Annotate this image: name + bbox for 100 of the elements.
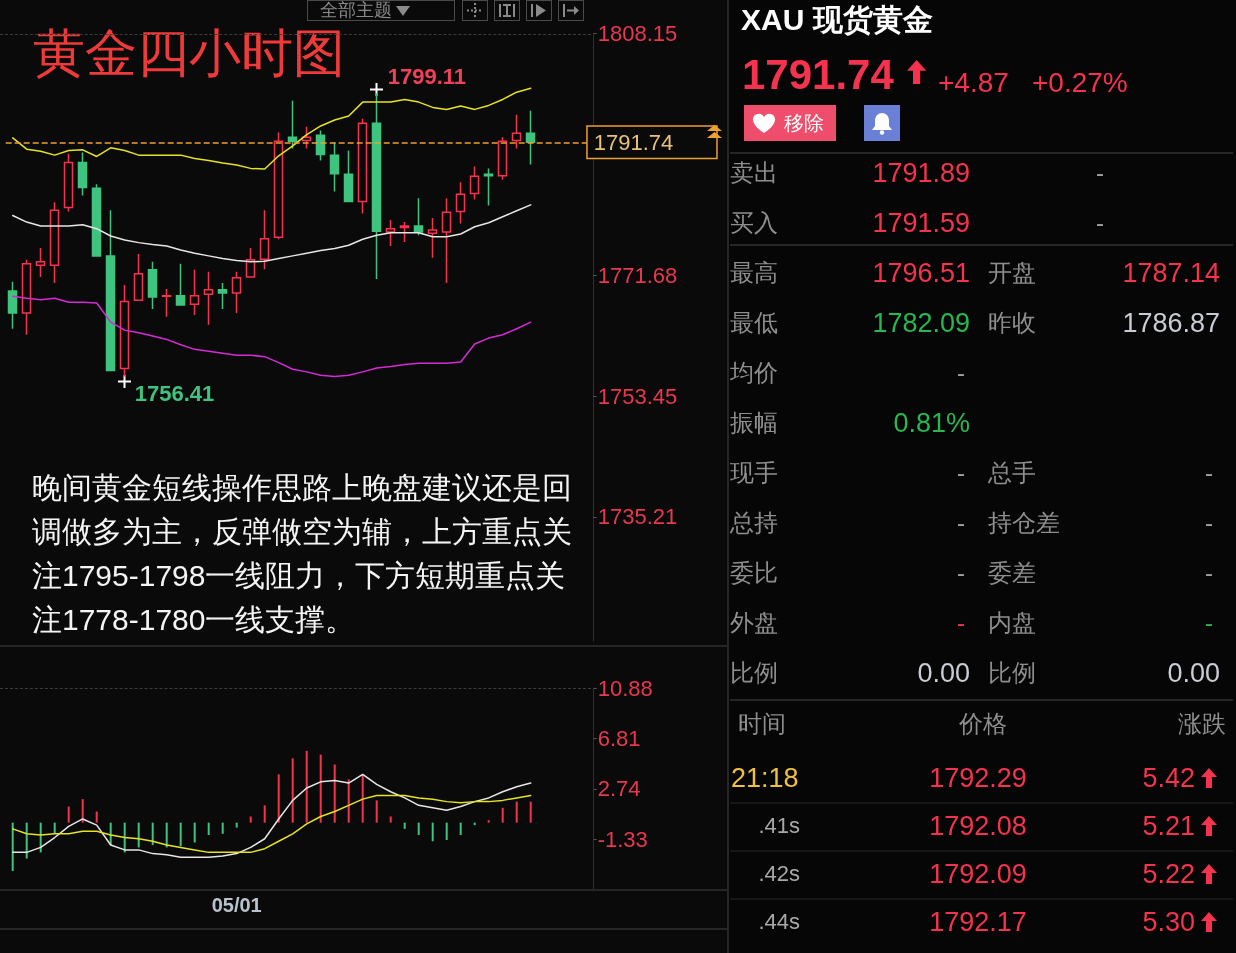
text: 1792.08 [929, 809, 1027, 843]
candlestick [427, 217, 438, 259]
text: 卖出 [730, 158, 778, 188]
text: 5.22 [1142, 857, 1195, 891]
candlestick [399, 221, 410, 243]
y-tick-label: 1753.45 [597, 383, 678, 409]
candlestick [203, 271, 214, 326]
y-tick-label: 2.74 [597, 776, 641, 802]
candlestick [287, 100, 298, 150]
x-tick-label: 05/01 [211, 893, 262, 916]
bar [137, 822, 140, 848]
bar [95, 811, 98, 823]
bar [445, 822, 448, 840]
text: - [1096, 208, 1104, 238]
candlestick [7, 280, 18, 330]
text: 1791.74 [742, 49, 894, 100]
text: - [957, 608, 965, 638]
bar [333, 764, 336, 823]
candlestick [161, 288, 172, 318]
candlestick [329, 141, 340, 193]
text: 比例 [730, 658, 778, 688]
text: 0.00 [1167, 656, 1220, 690]
bar [347, 779, 350, 823]
text: - [1096, 158, 1104, 188]
annotation: 1799.11 [387, 64, 466, 91]
candlestick [91, 183, 102, 257]
text: 1792.09 [929, 857, 1027, 891]
bar [53, 822, 56, 834]
text: 最低 [730, 308, 778, 338]
candlestick [483, 167, 494, 207]
candlestick [21, 259, 32, 336]
dropdown: 全部主题 [307, 0, 455, 21]
bar [501, 807, 504, 823]
candlestick [511, 113, 522, 150]
ref-line-label: 1791.74 [593, 129, 674, 155]
text: - [957, 358, 965, 388]
text: - [1205, 458, 1213, 488]
text: 总持 [730, 508, 778, 538]
bar [291, 758, 294, 823]
text: .44s [758, 908, 800, 936]
bar [389, 816, 392, 823]
text: 1792.17 [929, 905, 1027, 939]
candlestick [315, 129, 326, 162]
bar [515, 801, 518, 823]
text: - [957, 558, 965, 588]
candlestick [497, 136, 508, 181]
y-tick-label: 1808.15 [597, 21, 678, 46]
text: 1782.09 [872, 306, 970, 340]
line-series [11, 295, 532, 378]
bar [193, 822, 196, 843]
candlestick [441, 197, 452, 284]
candlestick [147, 261, 158, 310]
annotation: 晚间黄金短线操作思路上晚盘建议还是回调做多为主，反弹做空为辅，上方重点关注1795-1798一线阻力，下方短期重点关注1778-1780一线支撑。 [32, 470, 573, 638]
candlestick [77, 151, 88, 197]
candlestick [105, 209, 116, 372]
text: .41s [758, 812, 800, 840]
y-tick-label: 1735.21 [597, 504, 678, 530]
text: 最高 [730, 258, 778, 288]
text: 0.81% [893, 406, 970, 440]
text: 5.21 [1142, 809, 1195, 843]
y-tick-label: 1771.68 [597, 262, 678, 288]
text: 1791.89 [872, 156, 970, 190]
text: 买入 [730, 208, 778, 238]
text: 1791.59 [872, 206, 970, 240]
candlestick [245, 247, 256, 278]
text: 开盘 [988, 258, 1036, 288]
candlestick [385, 219, 396, 247]
candlestick [413, 197, 424, 237]
bar [305, 750, 308, 823]
bar [67, 806, 70, 823]
text: 1792.29 [929, 761, 1027, 795]
text: 5.42 [1142, 761, 1195, 795]
text: 比例 [988, 658, 1036, 688]
text: 现手 [730, 458, 778, 488]
text: 1786.87 [1122, 306, 1220, 340]
candlestick [133, 253, 144, 302]
candlestick [35, 247, 46, 278]
text: - [1205, 508, 1213, 538]
candlestick [343, 149, 354, 203]
text: 均价 [730, 358, 778, 388]
candlestick [455, 181, 466, 225]
chart-title: 黄金四小时图 [33, 24, 345, 82]
text: XAU 现货黄金 [741, 2, 933, 38]
text: 时间 [738, 709, 786, 739]
bar [263, 805, 266, 823]
text: 1796.51 [872, 256, 970, 290]
bar [375, 800, 378, 823]
bar [277, 774, 280, 823]
text: 总手 [988, 458, 1036, 488]
line-series [11, 204, 532, 263]
text: 委差 [988, 558, 1036, 588]
y-tick-label: 6.81 [597, 725, 641, 751]
text: - [957, 458, 965, 488]
text: 21:18 [731, 761, 799, 795]
candlestick [63, 153, 74, 213]
bar [11, 822, 14, 871]
text: - [1205, 608, 1213, 638]
bar [529, 801, 532, 823]
bar [417, 822, 420, 836]
bar [151, 822, 154, 845]
